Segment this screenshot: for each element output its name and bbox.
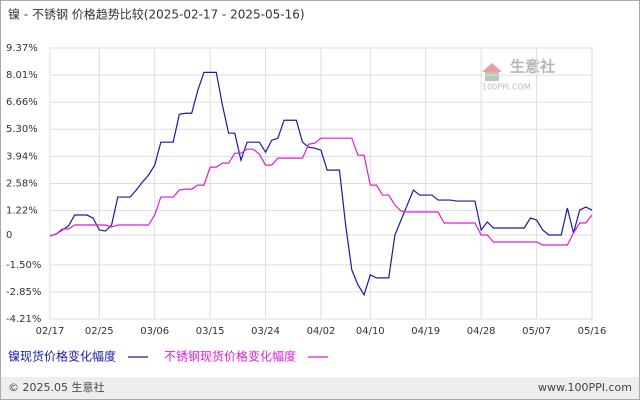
line-series: [49, 137, 593, 246]
y-tick-label: -2.85%: [6, 287, 41, 298]
watermark-icon: [482, 63, 502, 72]
y-tick-label: -1.50%: [6, 260, 41, 271]
footer-right: www.100PPI.com: [538, 381, 632, 394]
y-tick-label: 9.37%: [6, 43, 38, 54]
watermark-site: 100PPI.COM: [482, 83, 531, 92]
chart-title: 镍 - 不锈钢 价格趋势比较(2025-02-17 - 2025-05-16): [8, 7, 305, 22]
x-tick-label: 03/06: [140, 326, 169, 337]
x-tick-label: 03/15: [196, 326, 225, 337]
footer-band: [1, 377, 639, 399]
y-tick-label: 8.01%: [6, 70, 38, 81]
watermark-name: 生意社: [510, 58, 555, 76]
y-tick-label: 1.22%: [6, 206, 38, 217]
watermark: 生意社 100PPI.COM: [482, 58, 555, 92]
footer-left: © 2025.05 生意社: [8, 380, 104, 394]
y-tick-label: 0: [6, 230, 12, 241]
x-tick-label: 04/02: [307, 326, 336, 337]
x-tick-label: 02/17: [36, 326, 65, 337]
x-tick-label: 02/25: [85, 326, 114, 337]
x-tick-label: 04/10: [356, 326, 385, 337]
legend-label: 不锈钢现货价格变化幅度: [164, 349, 296, 364]
line-series: [49, 71, 593, 297]
y-tick-label: 5.30%: [6, 124, 38, 135]
x-tick-label: 04/28: [467, 326, 496, 337]
y-tick-label: 2.58%: [6, 179, 38, 190]
x-tick-label: 03/24: [251, 326, 280, 337]
y-tick-label: 3.94%: [6, 151, 38, 162]
x-tick-label: 05/07: [522, 326, 551, 337]
watermark-icon: [485, 72, 499, 81]
x-tick-label: 05/16: [578, 326, 607, 337]
x-tick-label: 04/19: [411, 326, 440, 337]
y-tick-label: -4.21%: [6, 314, 41, 325]
legend-label: 镍现货价格变化幅度: [8, 349, 116, 364]
y-tick-label: 6.66%: [6, 97, 38, 108]
